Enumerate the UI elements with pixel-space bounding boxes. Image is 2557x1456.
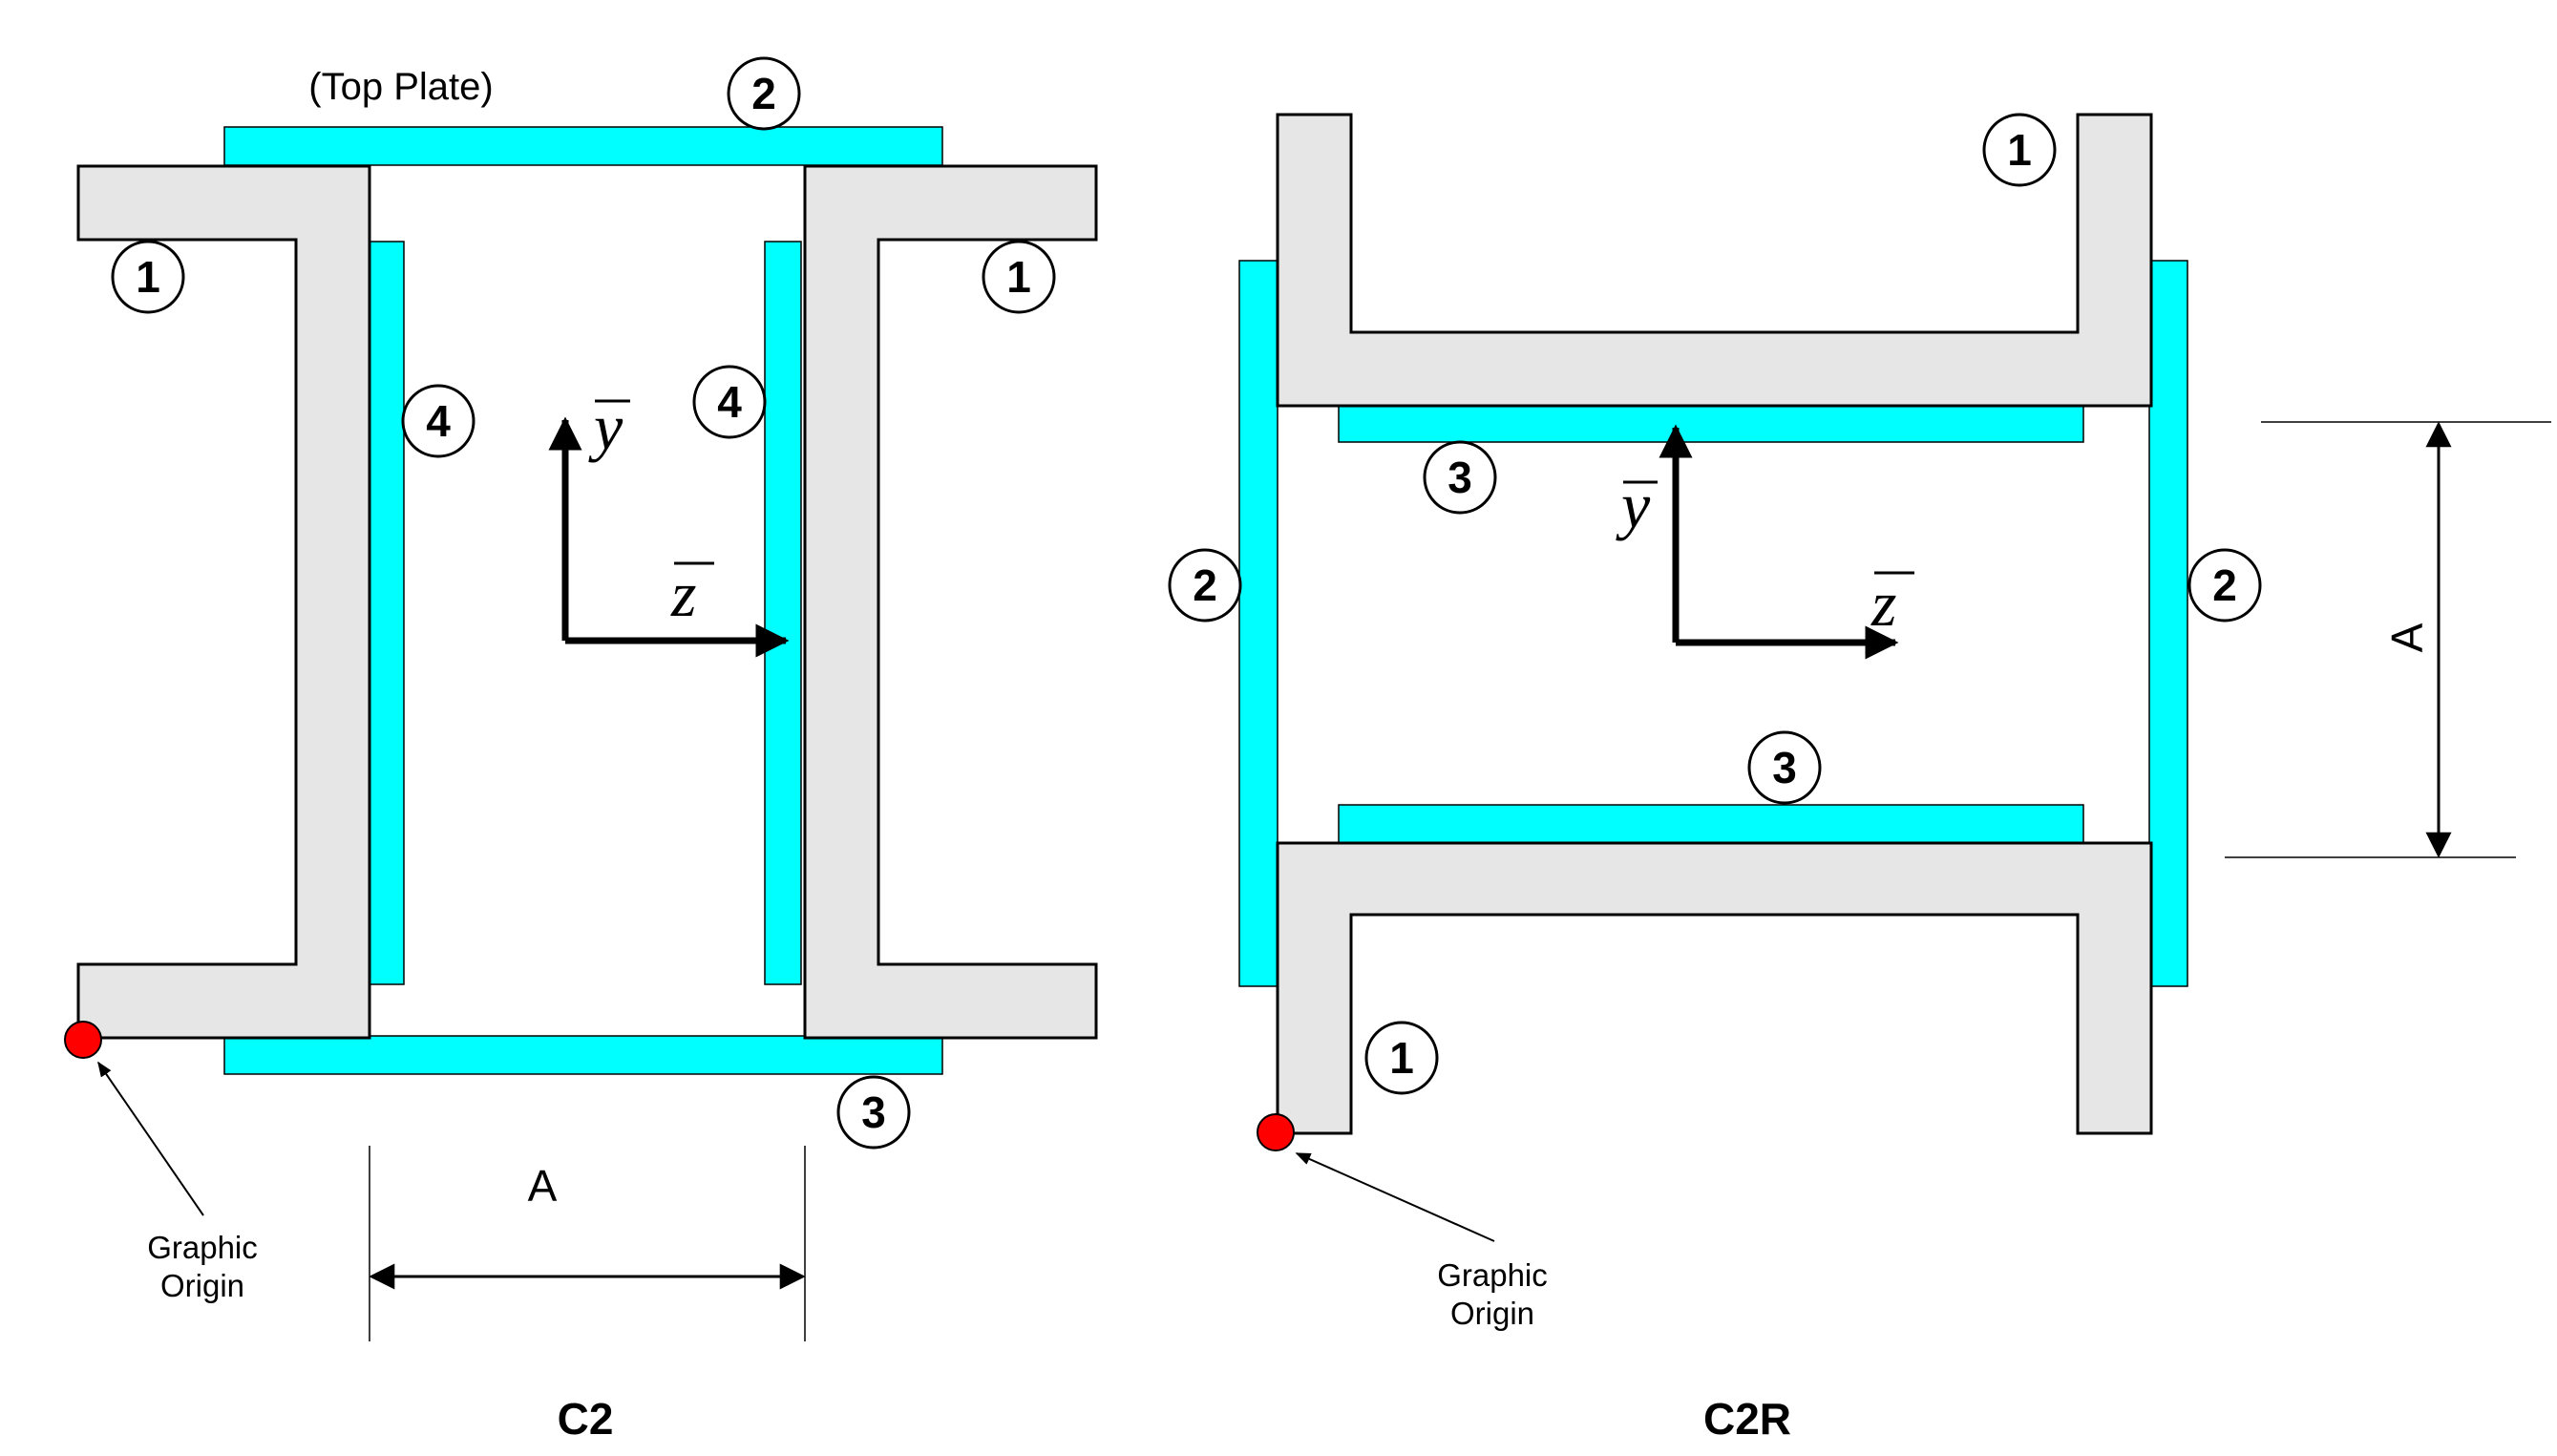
c2r-graphic-origin-dot	[1257, 1113, 1295, 1151]
c2r-dimension-label: A	[2382, 622, 2432, 652]
c2-origin-leader	[97, 1061, 204, 1216]
c2-top-plate-label: (Top Plate)	[308, 66, 493, 108]
c2r-marker-3-upper: 3	[1423, 440, 1497, 515]
svg-text:1: 1	[2007, 125, 2032, 175]
c2r-caption: C2R	[1703, 1394, 1791, 1444]
c2-z-axis-label: z	[670, 558, 696, 630]
svg-text:2: 2	[2212, 560, 2237, 610]
c2-marker-4-right: 4	[692, 365, 767, 439]
c2-origin-label-line1: Graphic	[147, 1230, 258, 1265]
svg-text:4: 4	[426, 396, 451, 446]
c2-marker-1-left: 1	[111, 240, 185, 314]
c2-caption: C2	[558, 1394, 614, 1444]
svg-text:4: 4	[717, 377, 742, 427]
c2r-y-axis-label: y	[1616, 469, 1651, 541]
c2-marker-4-left: 4	[401, 384, 475, 458]
svg-text:2: 2	[1193, 560, 1217, 610]
c2-marker-2: 2	[727, 56, 801, 131]
c2-graphic-origin-dot	[64, 1021, 102, 1059]
c2r-lower-channel	[1276, 841, 2153, 1135]
svg-text:1: 1	[1006, 252, 1031, 302]
c2-marker-3: 3	[836, 1075, 911, 1150]
c2-section: y z 1 1 2 3 4 4 (Top Plate)	[64, 56, 1098, 1444]
c2r-origin-label-line2: Origin	[1450, 1296, 1534, 1331]
c2r-right-plate	[2148, 260, 2188, 987]
c2-bottom-plate	[223, 1035, 943, 1075]
c2r-upper-flange-plate	[1338, 403, 2084, 443]
c2-left-web-plate	[367, 241, 405, 985]
svg-text:1: 1	[136, 252, 160, 302]
c2r-marker-2-left: 2	[1168, 548, 1242, 622]
c2r-section: y z 1 1 2 2 3 3 A	[1168, 113, 2551, 1444]
c2r-upper-channel	[1276, 113, 2153, 408]
svg-text:3: 3	[1448, 453, 1472, 502]
c2r-marker-2-right: 2	[2187, 548, 2262, 622]
c2r-origin-leader	[1295, 1152, 1495, 1242]
c2-y-axis-label: y	[588, 390, 623, 463]
c2-top-plate	[223, 126, 943, 166]
c2r-marker-3-lower: 3	[1747, 730, 1822, 805]
svg-text:2: 2	[751, 69, 776, 118]
c2-left-channel	[76, 164, 371, 1040]
svg-text:3: 3	[861, 1087, 886, 1137]
c2r-lower-flange-plate	[1338, 804, 2084, 844]
c2-marker-1-right: 1	[982, 240, 1056, 314]
c2r-z-axis-label: z	[1870, 567, 1896, 640]
svg-text:1: 1	[1389, 1033, 1414, 1083]
c2r-marker-1-bottom: 1	[1364, 1021, 1439, 1095]
c2-right-web-plate	[764, 241, 802, 985]
c2r-origin-label-line1: Graphic	[1437, 1257, 1548, 1293]
svg-text:3: 3	[1772, 743, 1797, 792]
c2-right-channel	[803, 164, 1098, 1040]
c2-origin-label-line2: Origin	[160, 1268, 244, 1303]
c2r-marker-1-top: 1	[1982, 113, 2057, 187]
c2-dimension-label: A	[528, 1161, 558, 1211]
c2r-left-plate	[1238, 260, 1278, 987]
